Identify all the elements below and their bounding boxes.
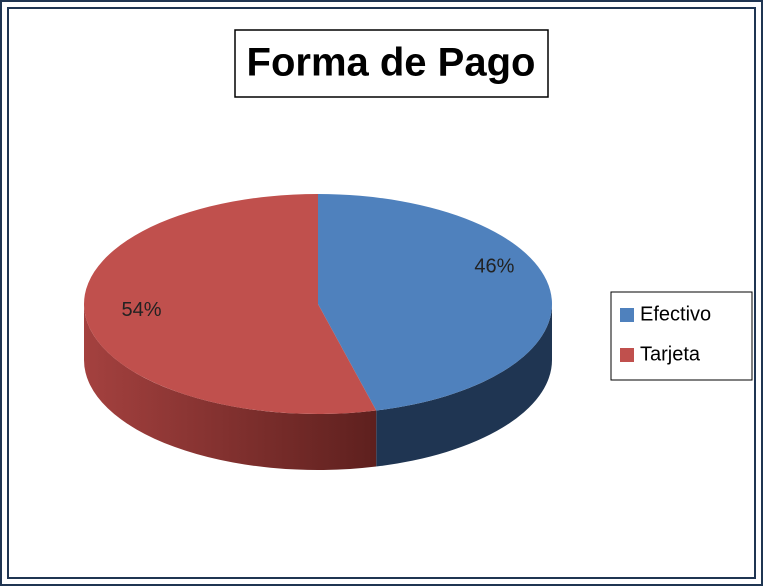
slice xyxy=(318,194,552,411)
inner-frame xyxy=(7,7,756,579)
slice xyxy=(83,194,377,415)
chart-title: Forma de Pago xyxy=(247,41,536,85)
title-box xyxy=(234,29,549,98)
data-label: 46% xyxy=(474,255,514,277)
legend-box xyxy=(610,291,753,381)
slice-side xyxy=(376,304,552,467)
legend-label: Tarjeta xyxy=(640,343,701,365)
legend-swatch xyxy=(620,348,634,362)
data-label: 54% xyxy=(122,299,162,321)
legend-swatch xyxy=(620,308,634,322)
slice-side xyxy=(84,304,377,470)
legend-label: Efectivo xyxy=(640,303,711,325)
